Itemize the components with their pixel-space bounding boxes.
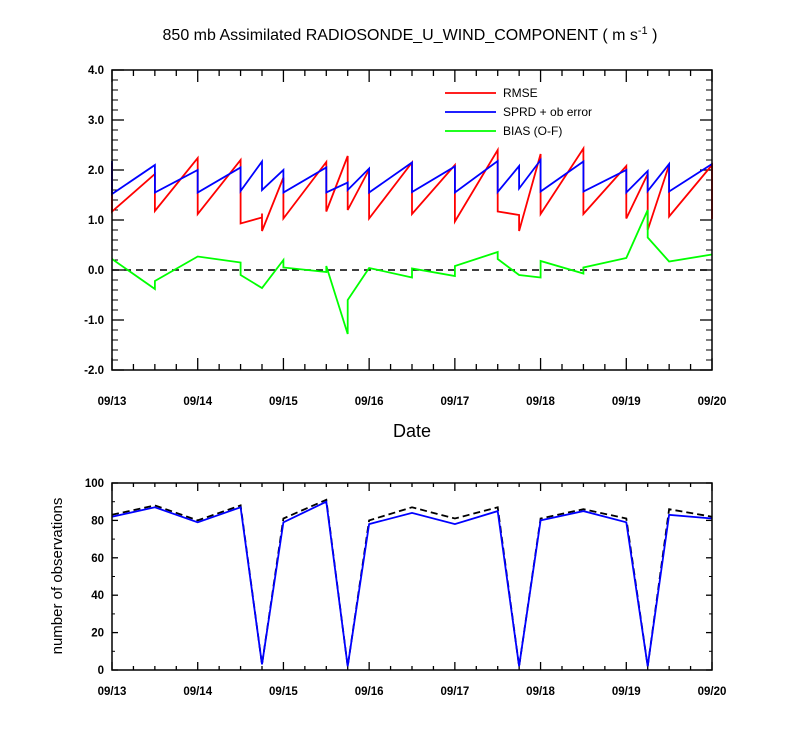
- series-line-1: [111, 157, 713, 196]
- x-tick-label: 09/18: [526, 686, 555, 698]
- legend: RMSE SPRD + ob error BIAS (O-F): [445, 86, 592, 138]
- y-tick-label: -1.0: [84, 315, 104, 327]
- x-tick-label: 09/15: [269, 396, 298, 408]
- series-line-2: [111, 209, 713, 335]
- y-tick-label: -2.0: [84, 365, 104, 377]
- x-tick-label: 09/17: [440, 396, 469, 408]
- x-tick-label: 09/13: [98, 686, 127, 698]
- chart-title-superscript: -1: [638, 25, 648, 37]
- x-tick-label: 09/14: [183, 396, 212, 408]
- x-tick-label: 09/19: [612, 396, 641, 408]
- y-tick-label: 100: [85, 478, 104, 490]
- y-tick-label: 80: [91, 515, 104, 527]
- y-tick-label: 4.0: [88, 65, 104, 77]
- x-tick-label: 09/14: [183, 686, 212, 698]
- plot-frame: [111, 69, 713, 371]
- x-tick-label: 09/17: [440, 686, 469, 698]
- y-tick-label: 3.0: [88, 115, 104, 127]
- x-tick-label: 09/15: [269, 686, 298, 698]
- plot-frame: [111, 482, 713, 671]
- y-axis-label-observations: number of observations: [49, 498, 66, 655]
- x-tick-label: 09/19: [612, 686, 641, 698]
- top-chart: -2.0 -1.0 0.0 1.0 2.0 3.0 4.0 09/13 09/14 09/15 09…: [84, 65, 726, 408]
- chart-title-end: ): [648, 27, 658, 44]
- bottom-chart: 0 20 40 60 80 100 09/13 09/14 09/15 09/16 09/17 09/…: [85, 478, 727, 698]
- series-line-1: [111, 500, 713, 667]
- y-tick-label: 1.0: [88, 215, 104, 227]
- x-tick-label: 09/18: [526, 396, 555, 408]
- x-tick-label: 09/16: [355, 686, 384, 698]
- chart-title-main: 850 mb Assimilated RADIOSONDE_U_WIND_COM…: [163, 27, 638, 44]
- chart-title: 850 mb Assimilated RADIOSONDE_U_WIND_COM…: [163, 25, 658, 44]
- series-line-0: [111, 498, 713, 667]
- y-tick-label: 60: [91, 553, 104, 565]
- y-tick-label: 0: [98, 665, 104, 677]
- y-tick-label: 40: [91, 590, 104, 602]
- legend-entry: RMSE: [503, 86, 538, 100]
- x-axis-label: Date: [393, 421, 431, 441]
- y-tick-label: 20: [91, 628, 104, 640]
- x-tick-label: 09/13: [98, 396, 127, 408]
- x-tick-label: 09/20: [698, 396, 727, 408]
- y-tick-label: 0.0: [88, 265, 104, 277]
- y-tick-label: 2.0: [88, 165, 104, 177]
- legend-entry: SPRD + ob error: [503, 105, 592, 119]
- legend-entry: BIAS (O-F): [503, 124, 562, 138]
- x-tick-label: 09/16: [355, 396, 384, 408]
- x-tick-label: 09/20: [698, 686, 727, 698]
